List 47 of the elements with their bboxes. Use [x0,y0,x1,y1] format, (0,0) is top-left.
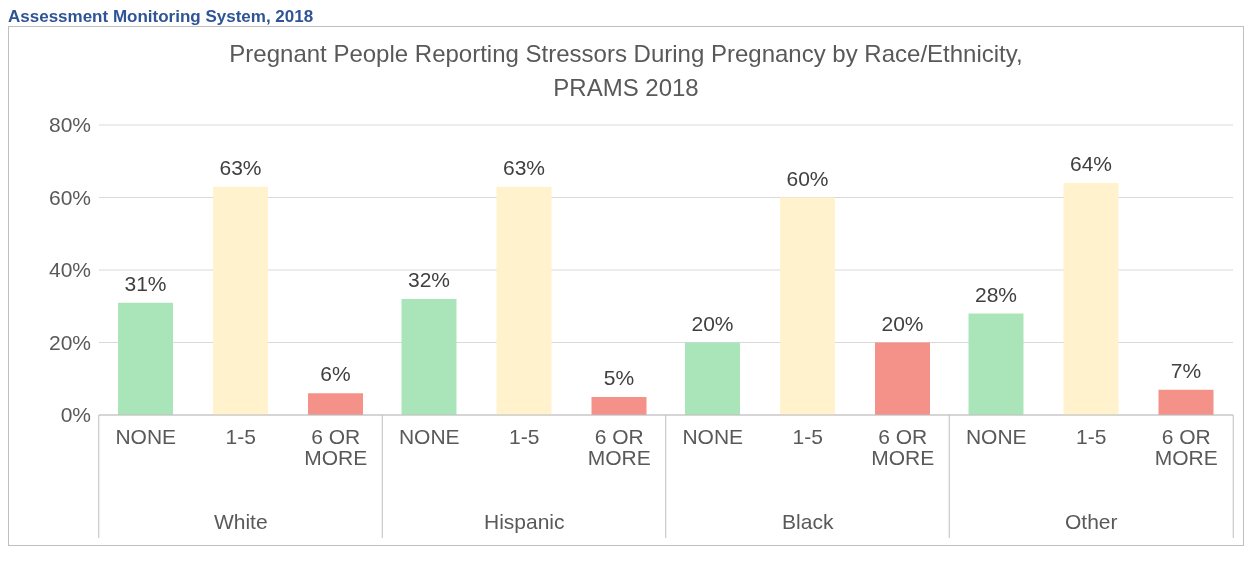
bar [496,186,552,415]
x-tick-label: Other [1064,510,1118,533]
data-label: 32% [407,268,451,291]
x-tick-label: White [213,510,268,533]
y-tick-label: 0% [60,403,91,427]
bar [213,186,268,415]
series-label: NONE [398,424,460,448]
bar [968,313,1024,415]
bar [308,393,363,415]
data-label: 7% [1170,358,1202,382]
data-label: 20% [881,311,924,335]
data-label: 64% [1069,152,1113,175]
bar [685,342,740,415]
data-label: 63% [219,155,262,179]
bar [118,302,173,415]
x-tick-label: Black [782,510,834,533]
text: NONE [115,424,177,448]
text: NONE [965,424,1027,448]
y-tick-label: 80% [48,113,91,137]
data-label: 20% [691,311,734,335]
bar [1158,389,1214,415]
y-tick-label: 20% [48,330,91,354]
data-label: 63% [502,155,546,179]
chart-title: Pregnant People Reporting Stressors During Pregnancy by Race/Ethnicity, PRAMS 2018 [228,39,1024,103]
data-label: 28% [974,282,1018,306]
data-label: 5% [603,365,635,389]
text: NONE [682,424,744,448]
text: 1-5 [509,424,540,448]
series-label: 6 OR MORE [304,424,368,469]
data-label: 31% [124,271,167,295]
bar [780,197,835,415]
bar [401,299,457,415]
series-label: 1-5 [225,424,256,448]
text: 6 OR MORE [587,424,651,469]
y-tick-label: 40% [48,258,91,282]
x-tick-label: Hispanic [483,510,565,533]
text: 1-5 [792,424,823,448]
data-label: 6% [320,362,351,386]
data-label: 60% [786,166,829,190]
bar [875,342,930,415]
bar [1063,183,1119,415]
y-tick-label: 60% [48,185,91,209]
bar [591,396,647,415]
text: 1-5 [1076,424,1107,448]
text: 6 OR MORE [1154,424,1218,469]
text: 6 OR MORE [871,424,935,469]
text: Assessment Monitoring System, 2018 [8,7,315,26]
